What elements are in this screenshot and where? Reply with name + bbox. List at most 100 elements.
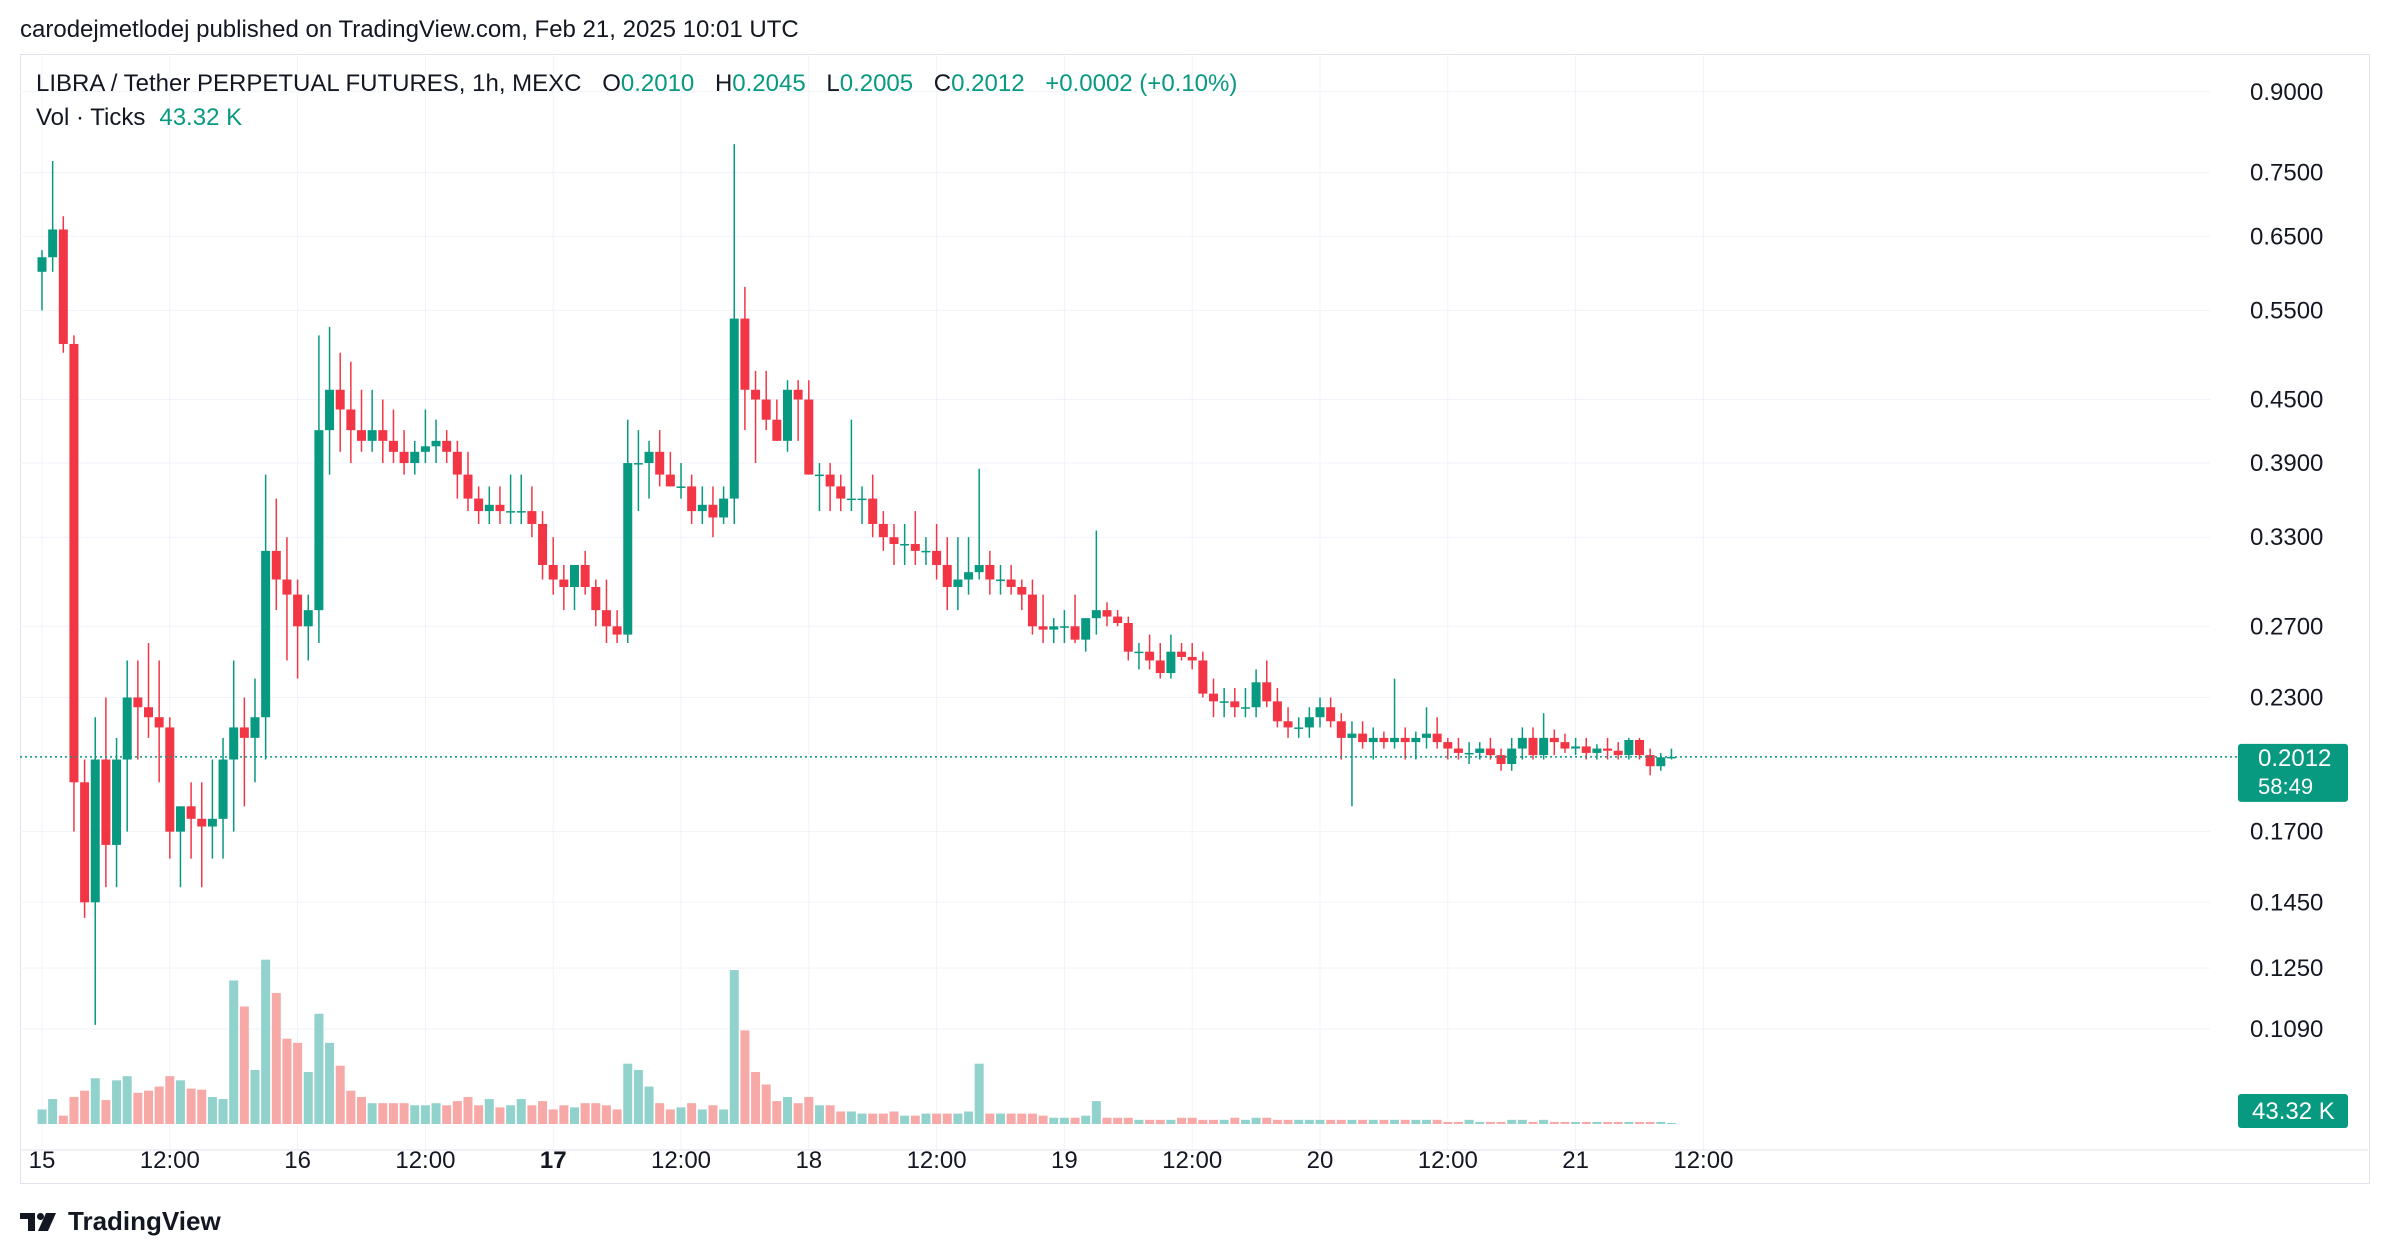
tradingview-logo[interactable]: TradingView <box>20 1206 221 1237</box>
ohlc-legend: LIBRA / Tether PERPETUAL FUTURES, 1h, ME… <box>36 70 1237 98</box>
candle-body <box>1645 755 1655 767</box>
volume-bar <box>1081 1115 1091 1124</box>
last-volume-badge <box>2238 1094 2348 1128</box>
volume-bar <box>644 1086 654 1124</box>
volume-bar <box>37 1109 47 1124</box>
volume-bar <box>1475 1121 1485 1124</box>
candle-body <box>37 257 47 272</box>
volume-bar <box>964 1111 974 1124</box>
candle-body <box>1635 739 1644 756</box>
candle-body <box>1091 610 1101 619</box>
volume-bar <box>772 1101 782 1124</box>
y-tick-label: 0.2300 <box>2250 684 2323 711</box>
close-value: 0.2012 <box>951 70 1025 97</box>
volume-bar <box>1336 1119 1346 1124</box>
candle-body <box>388 440 398 452</box>
candle-body <box>825 474 835 487</box>
volume-bar <box>910 1115 920 1124</box>
candle-body <box>559 579 569 587</box>
volume-bar <box>1390 1119 1400 1124</box>
symbol-title[interactable]: LIBRA / Tether PERPETUAL FUTURES, 1h, ME… <box>36 70 582 97</box>
volume-bar <box>708 1105 718 1124</box>
volume-legend: Vol · Ticks 43.32 K <box>36 104 242 132</box>
candle-body <box>442 440 452 452</box>
tradingview-logo-text: TradingView <box>68 1206 221 1236</box>
volume-bar <box>932 1113 942 1124</box>
volume-bar <box>1123 1117 1133 1124</box>
candle-body <box>1209 693 1218 702</box>
candle-body <box>1294 727 1304 729</box>
candle-body <box>250 717 260 738</box>
candle-body <box>175 806 185 832</box>
candle-body <box>846 498 856 501</box>
candle-body <box>1592 748 1602 753</box>
candle-body <box>69 343 79 783</box>
volume-bar <box>314 1013 324 1124</box>
candle-body <box>463 474 473 499</box>
volume-bar <box>1070 1117 1080 1124</box>
candle-body <box>633 463 643 465</box>
volume-bar <box>1443 1121 1453 1124</box>
candle-body <box>474 498 484 512</box>
volume-bar <box>303 1072 313 1124</box>
volume-bar <box>996 1113 1005 1124</box>
y-tick-label: 0.7500 <box>2250 160 2323 187</box>
candle-body <box>303 610 313 627</box>
volume-bar <box>1315 1119 1325 1124</box>
candle-body <box>1560 742 1570 749</box>
candle-body <box>1581 746 1591 753</box>
volume-bar <box>144 1090 153 1124</box>
volume-bar <box>1102 1117 1112 1124</box>
candle-body <box>1070 626 1080 640</box>
volume-bar <box>1635 1121 1644 1124</box>
volume-bar <box>783 1096 792 1124</box>
candle-body <box>804 399 814 475</box>
candle-body <box>1123 623 1133 652</box>
volume-bar <box>399 1103 409 1124</box>
candle-body <box>889 537 899 544</box>
candle-body <box>1230 701 1240 708</box>
high-value: 0.2045 <box>732 70 806 97</box>
volume-bar <box>48 1099 58 1124</box>
candle-body <box>697 504 707 512</box>
volume-bar <box>1304 1119 1314 1124</box>
candle-body <box>367 430 377 441</box>
low-label: L <box>826 70 840 97</box>
volume-bar <box>1209 1119 1218 1124</box>
candle-body <box>644 451 654 464</box>
candle-body <box>719 498 729 518</box>
candle-body <box>974 564 984 573</box>
volume-bar <box>1166 1119 1176 1124</box>
last-volume-label: 43.32 K <box>2252 1098 2335 1125</box>
volume-label[interactable]: Vol · Ticks <box>36 104 146 131</box>
candle-body <box>1219 701 1229 703</box>
countdown-label: 58:49 <box>2258 774 2313 799</box>
volume-bar <box>825 1105 835 1124</box>
candle-body <box>932 550 942 565</box>
candle-body <box>410 451 420 464</box>
candle-body <box>783 389 792 441</box>
candle-body <box>207 818 217 827</box>
candle-body <box>1315 707 1325 718</box>
candle-body <box>165 727 175 832</box>
candle-body <box>740 318 750 390</box>
volume-bar <box>1272 1119 1282 1124</box>
candle-body <box>687 486 697 512</box>
volume-bar <box>601 1105 611 1124</box>
volume-bar <box>1571 1121 1581 1124</box>
volume-bar <box>655 1103 665 1124</box>
candle-body <box>1571 746 1581 749</box>
y-tick-label: 0.4500 <box>2250 387 2323 414</box>
candle-body <box>378 430 388 441</box>
volume-bar <box>1240 1119 1250 1124</box>
volume-bar <box>836 1111 846 1124</box>
candle-body <box>1613 750 1623 756</box>
candle-body <box>1155 660 1165 674</box>
candle-body <box>186 806 196 819</box>
volume-bar <box>942 1113 952 1124</box>
volume-bar <box>1539 1119 1549 1124</box>
chart-frame <box>20 54 2370 1184</box>
volume-bar <box>900 1115 910 1124</box>
x-tick-label: 17 <box>540 1147 567 1174</box>
